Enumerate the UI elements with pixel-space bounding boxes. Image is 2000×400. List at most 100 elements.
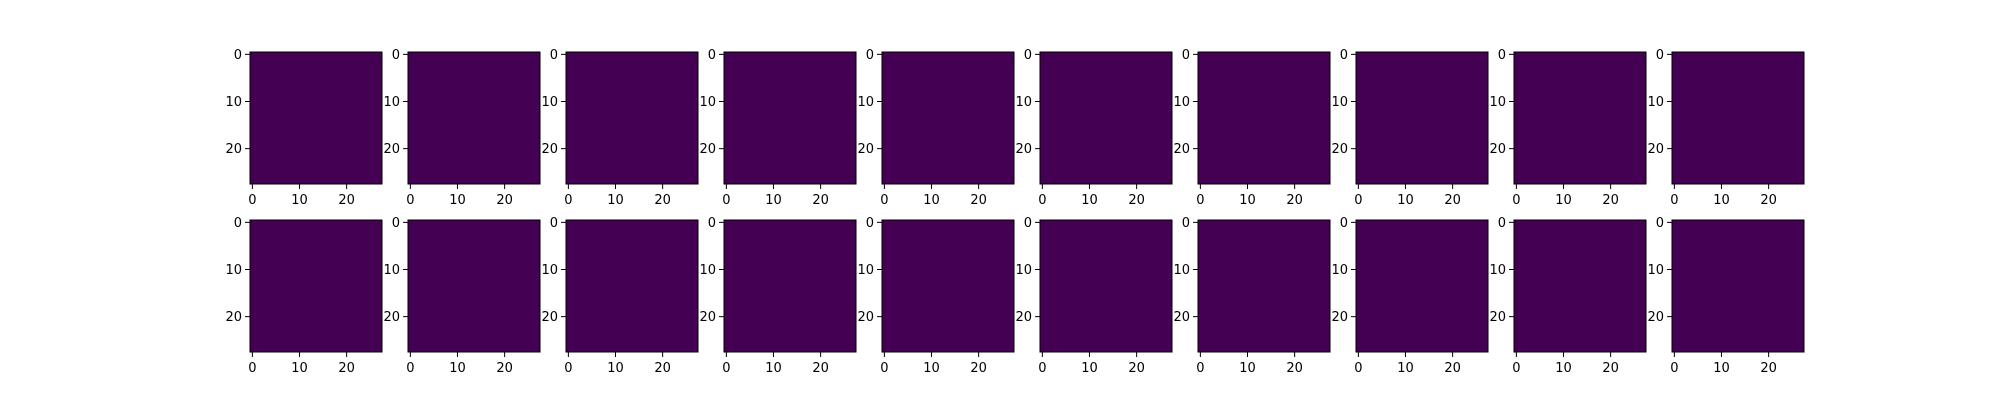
- x-tick-label: 0: [564, 193, 572, 208]
- image-panel-r1-c9: 0 10 20 0 10 20: [1489, 48, 1647, 208]
- x-tick-label: 0: [1354, 193, 1362, 208]
- y-tick-label: 20: [699, 310, 716, 325]
- axes-frame: [1671, 51, 1805, 185]
- image-panel-r2-c4: 0 10 20 0 10 20: [699, 216, 857, 376]
- axes-frame: [881, 51, 1015, 185]
- image-panel-r2-c10: 0 10 20 0 10 20: [1647, 216, 1805, 376]
- x-tick-label: 20: [1128, 193, 1145, 208]
- axes-frame: [565, 219, 699, 353]
- x-tick-label: 20: [654, 361, 671, 376]
- x-tick-label: 0: [1670, 193, 1678, 208]
- image-panel-r1-c6: 0 10 20 0 10 20: [1015, 48, 1173, 208]
- image-background: [408, 220, 540, 352]
- y-tick-label: 0: [1182, 216, 1190, 231]
- y-tick-label: 20: [541, 142, 558, 157]
- axes-frame: [723, 51, 857, 185]
- y-tick-label: 20: [383, 310, 400, 325]
- image-panel-r2-c8: 0 10 20 0 10 20: [1331, 216, 1489, 376]
- x-tick-label: 20: [1602, 361, 1619, 376]
- axes-frame: [1513, 51, 1647, 185]
- x-tick-label: 10: [1397, 193, 1414, 208]
- x-tick-label: 0: [1196, 361, 1204, 376]
- x-tick-label: 20: [496, 193, 513, 208]
- x-tick-label: 20: [654, 193, 671, 208]
- image-background: [1672, 220, 1804, 352]
- y-tick-label: 0: [550, 48, 558, 63]
- x-tick-label: 0: [564, 361, 572, 376]
- axes-frame: [1513, 219, 1647, 353]
- x-tick-label: 20: [1444, 361, 1461, 376]
- x-tick-label: 0: [1512, 361, 1520, 376]
- x-tick-label: 10: [1713, 193, 1730, 208]
- x-tick-label: 20: [812, 361, 829, 376]
- y-tick-label: 20: [699, 142, 716, 157]
- image-panel-r2-c3: 0 10 20 0 10 20: [541, 216, 699, 376]
- axes-frame: [249, 51, 383, 185]
- image-panel-r2-c2: 0 10 20 0 10 20: [383, 216, 541, 376]
- x-tick-label: 0: [248, 193, 256, 208]
- y-tick-label: 20: [1015, 310, 1032, 325]
- image-background: [250, 52, 382, 184]
- axes-frame: [249, 219, 383, 353]
- x-tick-label: 0: [722, 193, 730, 208]
- x-tick-label: 10: [607, 361, 624, 376]
- y-tick-label: 0: [1498, 48, 1506, 63]
- image-background: [566, 220, 698, 352]
- axes-frame: [723, 219, 857, 353]
- y-tick-label: 10: [383, 95, 400, 110]
- y-tick-label: 10: [225, 263, 242, 278]
- x-tick-label: 20: [1128, 361, 1145, 376]
- y-tick-label: 0: [1024, 216, 1032, 231]
- y-tick-label: 10: [541, 263, 558, 278]
- image-panel-r2-c9: 0 10 20 0 10 20: [1489, 216, 1647, 376]
- y-tick-label: 10: [1489, 263, 1506, 278]
- image-panel-r2-c1: 0 10 20 0 10 20: [225, 216, 383, 376]
- y-tick-label: 10: [1173, 263, 1190, 278]
- x-tick-label: 10: [607, 193, 624, 208]
- y-tick-label: 10: [1015, 263, 1032, 278]
- x-tick-label: 10: [765, 361, 782, 376]
- y-tick-label: 10: [541, 95, 558, 110]
- x-tick-label: 0: [1038, 361, 1046, 376]
- x-tick-label: 10: [1081, 193, 1098, 208]
- image-panel-r1-c4: 0 10 20 0 10 20: [699, 48, 857, 208]
- y-tick-label: 0: [1340, 48, 1348, 63]
- image-background: [1198, 220, 1330, 352]
- y-tick-label: 0: [708, 48, 716, 63]
- x-tick-label: 0: [248, 361, 256, 376]
- y-tick-label: 20: [383, 142, 400, 157]
- x-tick-label: 20: [970, 361, 987, 376]
- y-tick-label: 20: [1173, 310, 1190, 325]
- image-panel-r2-c7: 0 10 20 0 10 20: [1173, 216, 1331, 376]
- image-panel-r2-c5: 0 10 20 0 10 20: [857, 216, 1015, 376]
- axes-frame: [1197, 51, 1331, 185]
- y-tick-label: 0: [1182, 48, 1190, 63]
- y-tick-label: 10: [1647, 95, 1664, 110]
- x-tick-label: 20: [970, 193, 987, 208]
- image-panel-r1-c2: 0 10 20 0 10 20: [383, 48, 541, 208]
- y-tick-label: 0: [234, 48, 242, 63]
- y-tick-label: 10: [225, 95, 242, 110]
- y-tick-label: 20: [1331, 142, 1348, 157]
- axes-frame: [1355, 51, 1489, 185]
- y-tick-label: 10: [699, 95, 716, 110]
- image-background: [882, 52, 1014, 184]
- y-tick-label: 20: [1331, 310, 1348, 325]
- axes-frame: [1671, 219, 1805, 353]
- image-panel-r1-c5: 0 10 20 0 10 20: [857, 48, 1015, 208]
- x-tick-label: 10: [1239, 193, 1256, 208]
- image-background: [1040, 220, 1172, 352]
- x-tick-label: 10: [291, 361, 308, 376]
- y-tick-label: 20: [1647, 310, 1664, 325]
- image-panel-r1-c8: 0 10 20 0 10 20: [1331, 48, 1489, 208]
- y-tick-label: 20: [1173, 142, 1190, 157]
- y-tick-label: 10: [699, 263, 716, 278]
- y-tick-label: 20: [225, 142, 242, 157]
- y-tick-label: 0: [1340, 216, 1348, 231]
- x-tick-label: 20: [1760, 361, 1777, 376]
- axes-frame: [1197, 219, 1331, 353]
- x-tick-label: 10: [1713, 361, 1730, 376]
- image-background: [1514, 52, 1646, 184]
- axes-frame: [1039, 219, 1173, 353]
